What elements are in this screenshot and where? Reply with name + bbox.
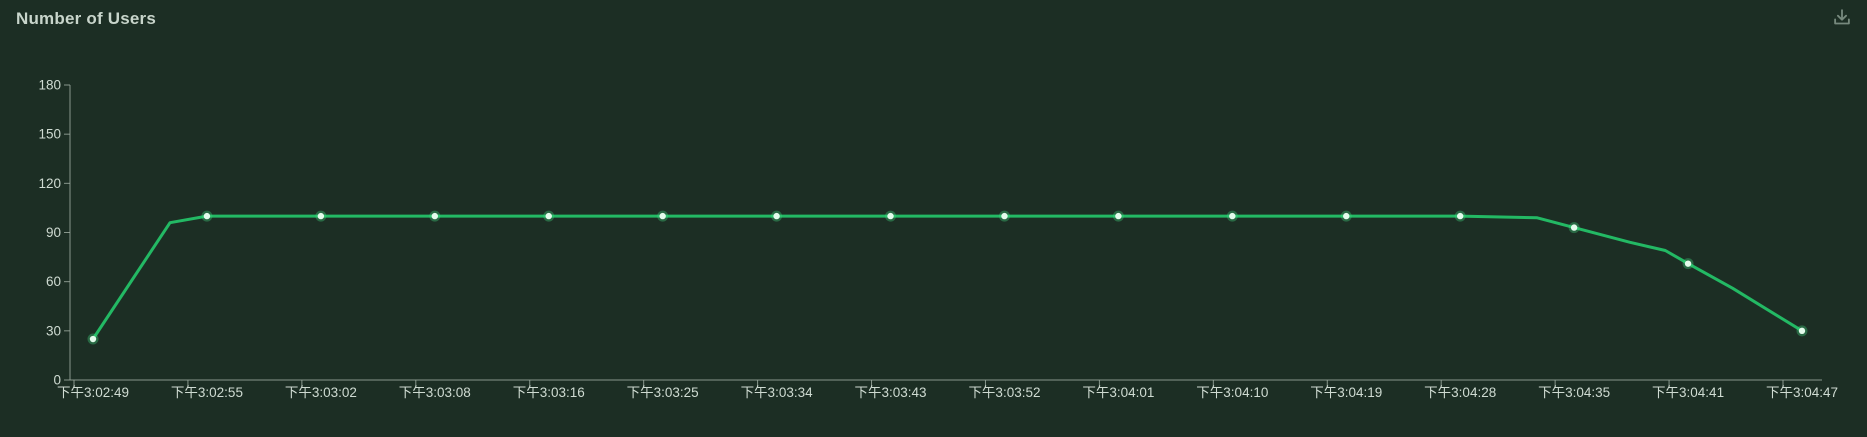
x-axis-label: 下午3:02:49 [57,385,129,400]
series-line [91,214,1804,341]
data-point-dot[interactable] [203,212,211,220]
data-point-dot[interactable] [887,212,894,220]
y-axis-label: 0 [53,373,61,388]
download-icon[interactable] [1829,5,1855,31]
data-point-dot[interactable] [1229,212,1236,220]
data-point-dot[interactable] [659,212,666,220]
y-axis-label: 180 [38,78,61,93]
x-axis-label: 下午3:04:01 [1082,385,1154,400]
data-point-dot[interactable] [1570,224,1578,231]
x-axis-label: 下午3:04:28 [1424,385,1496,400]
x-axis-label: 下午3:03:34 [741,385,814,400]
y-axis-label: 150 [38,127,61,142]
x-axis-label: 下午3:03:08 [399,385,471,400]
data-point-dot[interactable] [1456,212,1464,220]
x-axis-label: 下午3:04:19 [1310,385,1382,400]
data-point-dot[interactable] [773,212,780,220]
x-axis-label: 下午3:04:47 [1766,385,1838,400]
data-point-dot[interactable] [1798,327,1806,335]
x-axis-label: 下午3:04:41 [1652,385,1724,400]
chart-title: Number of Users [16,9,156,28]
x-axis-label: 下午3:04:10 [1196,385,1268,400]
data-point-dot[interactable] [317,212,325,220]
data-point-dot[interactable] [1115,212,1122,220]
y-axis-label: 30 [46,323,61,338]
x-axis-label: 下午3:03:25 [627,385,699,400]
y-axis-label: 60 [46,274,61,289]
y-axis-label: 120 [38,176,61,191]
x-axis-label: 下午3:03:43 [855,385,927,400]
download-icon-glyph [1834,9,1850,25]
x-axis-label: 下午3:04:35 [1538,385,1610,400]
y-axis-label: 90 [46,225,61,240]
data-point-dot[interactable] [431,212,438,220]
x-axis-label: 下午3:03:16 [513,385,585,400]
x-axis-label: 下午3:02:55 [171,385,243,400]
x-axis-label: 下午3:03:52 [968,385,1040,400]
data-point-dot[interactable] [1343,212,1350,220]
data-point-dot[interactable] [1684,260,1692,267]
x-axis-label: 下午3:03:02 [285,385,357,400]
data-point-dot[interactable] [545,212,552,220]
data-point-dot[interactable] [89,335,97,343]
data-point-dot[interactable] [1001,212,1008,220]
